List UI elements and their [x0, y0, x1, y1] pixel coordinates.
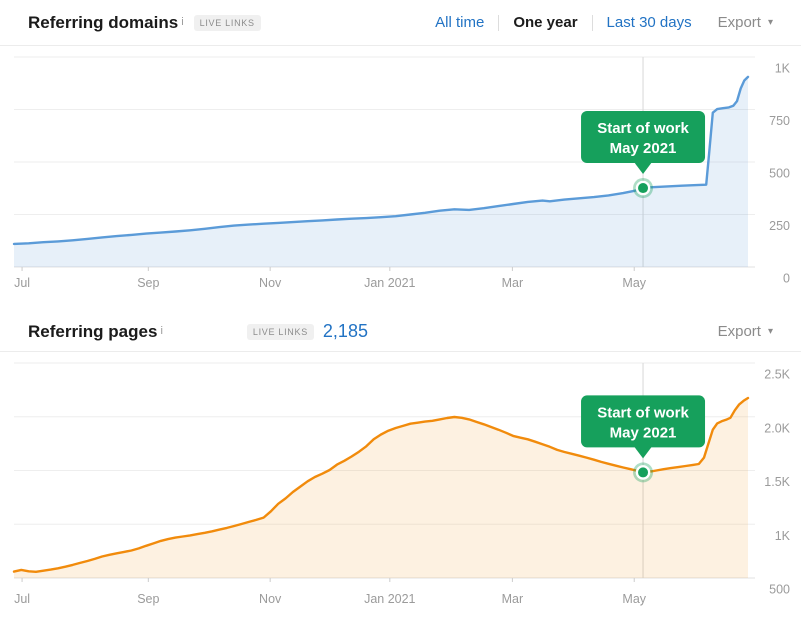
y-axis-label: 750 — [769, 114, 790, 128]
domains-export-button[interactable]: Export ▾ — [718, 14, 773, 31]
annotation-tooltip-line2: May 2021 — [610, 140, 677, 157]
pages-info-icon[interactable]: i — [160, 325, 163, 337]
x-axis-label: Mar — [502, 592, 524, 606]
time-range-tabs: All time One year Last 30 days — [435, 14, 691, 31]
area-fill — [14, 398, 748, 578]
annotation-tooltip-line1: Start of work — [597, 404, 689, 421]
tab-last-30-days[interactable]: Last 30 days — [606, 14, 692, 31]
data-line — [12, 396, 750, 573]
y-axis-label: 2.0K — [764, 421, 790, 435]
x-axis-label: Jan 2021 — [364, 592, 415, 606]
referring-pages-header: Referring pages i LIVE LINKS 2,185 Expor… — [0, 312, 801, 352]
x-axis-label: Mar — [502, 276, 524, 290]
annotation-tooltip-line2: May 2021 — [610, 424, 677, 441]
y-axis-label: 1.5K — [764, 475, 790, 489]
referring-domains-header: Referring domains i LIVE LINKS All time … — [0, 0, 801, 46]
pages-export-button[interactable]: Export ▾ — [718, 323, 773, 340]
tab-one-year[interactable]: One year — [513, 14, 578, 31]
x-axis-label: Nov — [259, 592, 282, 606]
y-axis-label: 0 — [783, 272, 790, 286]
domains-export-label: Export — [717, 14, 761, 31]
export-caret-icon: ▾ — [767, 326, 773, 337]
data-line — [12, 75, 750, 246]
pages-export-label: Export — [717, 323, 761, 340]
domains-info-icon[interactable]: i — [181, 16, 184, 28]
x-axis-label: Jul — [14, 592, 30, 606]
x-axis-label: Sep — [137, 592, 159, 606]
referring-domains-section: Referring domains i LIVE LINKS All time … — [0, 0, 801, 300]
tab-separator — [498, 14, 500, 31]
annotation-tooltip-pointer — [634, 162, 653, 175]
y-axis-label: 500 — [769, 167, 790, 181]
annotation-tooltip-line1: Start of work — [597, 120, 689, 137]
y-axis-label: 250 — [769, 219, 790, 233]
export-caret-icon: ▾ — [767, 17, 773, 28]
referring-domains-chart: 1K 750 500 250 0 Jul Sep Nov Jan 2021 Mar May Start… — [12, 56, 791, 290]
y-axis-label: 1K — [775, 62, 791, 76]
referring-pages-section: Referring pages i LIVE LINKS 2,185 Expor… — [0, 312, 801, 617]
tab-all-time[interactable]: All time — [435, 14, 485, 31]
x-axis-label: May — [622, 592, 646, 606]
x-axis-label: Jul — [14, 276, 30, 290]
pages-live-links-count: 2,185 — [322, 321, 368, 341]
annotation-tooltip-pointer — [634, 446, 653, 459]
y-axis-label: 500 — [769, 583, 790, 597]
pages-live-links-badge: LIVE LINKS — [246, 323, 314, 340]
annotation-marker — [638, 467, 649, 478]
area-fill — [14, 76, 748, 268]
referring-domains-title: Referring domains — [28, 12, 179, 32]
tab-separator — [591, 14, 593, 31]
referring-pages-title: Referring pages — [28, 321, 158, 341]
x-axis-label: Sep — [137, 276, 159, 290]
y-axis-label: 2.5K — [764, 368, 790, 382]
domains-live-links-badge: LIVE LINKS — [193, 14, 261, 31]
x-axis-label: Nov — [259, 276, 282, 290]
annotation-marker — [638, 183, 649, 194]
x-axis-label: Jan 2021 — [364, 276, 415, 290]
y-axis-label: 1K — [775, 529, 791, 543]
referring-pages-chart: 2.5K 2.0K 1.5K 1K 500 Jul Sep Nov Jan 2021 Mar May… — [12, 362, 791, 606]
annotation-tooltip — [581, 111, 706, 164]
x-axis-label: May — [622, 276, 646, 290]
annotation-tooltip — [581, 395, 706, 448]
